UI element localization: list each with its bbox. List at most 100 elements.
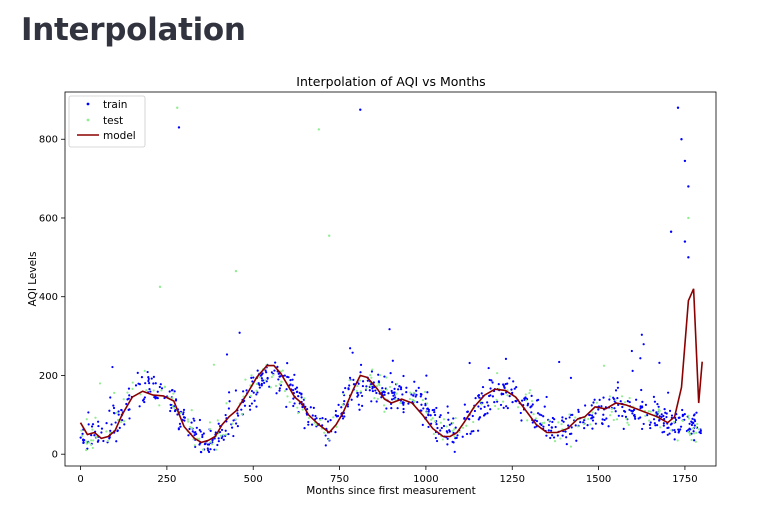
train-point [693,419,697,423]
train-point [424,397,427,400]
train-point [250,389,254,393]
train-point [109,429,112,432]
y-tick-label: 800 [39,135,58,146]
test-point [375,384,379,388]
train-point [243,404,247,407]
train-point [471,414,474,418]
train-point [461,435,464,438]
test-point [212,363,216,366]
train-point [146,370,149,374]
test-point [451,421,455,425]
train-point [173,390,176,393]
test-point [534,417,538,420]
train-point [257,382,260,385]
train-point [371,387,374,390]
train-point [372,381,375,384]
train-point [343,400,346,403]
train-point [293,402,296,405]
train-point [594,412,597,415]
train-point [127,387,131,390]
train-point [225,353,229,356]
train-point [465,432,469,436]
test-point [465,424,468,427]
train-point [619,400,622,403]
test-point [85,440,88,443]
train-point [649,426,652,430]
test-point [189,425,192,429]
test-point [431,417,434,420]
train-point [193,434,196,437]
legend-train-label: train [103,99,127,111]
train-point [341,391,345,394]
train-point [359,363,363,366]
train-point [97,424,100,428]
test-point [355,389,358,393]
train-point [667,391,670,394]
test-point [497,407,500,410]
train-point [311,414,314,417]
train-point [674,418,678,422]
train-point [291,378,294,381]
points-layer [79,106,702,454]
train-point [361,384,365,388]
train-point [603,418,606,422]
test-point [120,420,123,424]
train-point [278,375,281,378]
test-outlier-point [158,285,162,289]
train-point [297,394,300,398]
train-point [399,386,403,389]
test-point [115,411,118,414]
train-point [289,379,292,382]
train-point [300,396,303,399]
train-point [351,351,354,354]
test-point [528,391,531,395]
train-point [452,417,455,420]
train-point [538,413,541,416]
train-point [665,412,668,415]
train-point [631,412,634,415]
train-point [616,386,620,389]
train-point [191,430,194,433]
train-point [693,439,696,442]
train-point [656,403,659,406]
train-point [567,424,570,427]
test-point [625,417,628,420]
train-point [174,399,178,402]
y-tick-label: 0 [52,450,58,461]
x-tick-label: 250 [157,474,176,485]
test-point [424,390,427,393]
test-point [370,376,373,379]
train-point [396,407,399,410]
train-point [547,423,551,427]
train-point [392,394,395,397]
test-point [208,421,212,424]
train-point [489,408,492,411]
train-point [206,447,209,450]
train-point [653,422,656,425]
train-point [346,405,350,408]
train-point [334,409,337,413]
train-point [263,381,266,385]
train-outlier-point [683,159,687,163]
train-point [198,428,201,432]
test-point [595,401,598,404]
train-point [593,398,596,401]
train-point [352,383,356,386]
train-point [159,383,162,386]
train-point [336,414,340,418]
plot-area [64,91,717,467]
train-point [198,418,202,422]
test-point [122,398,125,401]
train-point [452,441,455,444]
train-point [435,406,438,410]
train-point [601,422,604,426]
test-point [209,440,213,444]
train-point [551,420,554,424]
test-point [676,439,679,442]
test-point [369,374,372,377]
train-point [285,405,288,409]
train-point [90,425,94,428]
train-point [652,409,655,412]
train-point [405,391,408,394]
test-point [160,389,163,392]
